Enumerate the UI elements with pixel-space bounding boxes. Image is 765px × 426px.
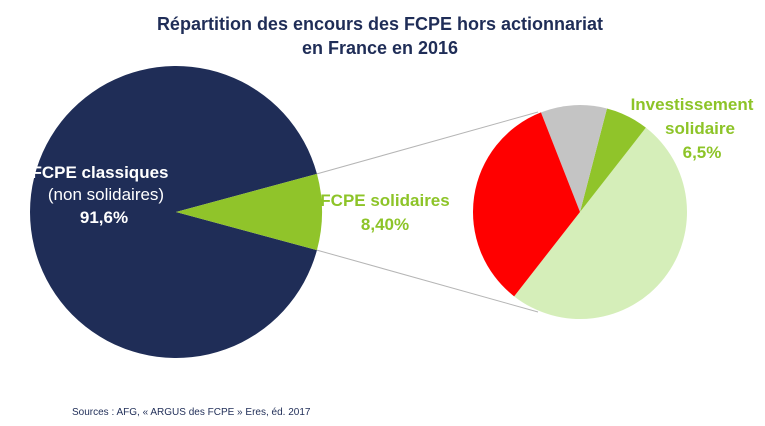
chart-title-line-2: en France en 2016 xyxy=(301,38,459,58)
pie-slice-fcpe-solidaires xyxy=(176,173,323,251)
label-solidaire: solidaire xyxy=(665,119,735,138)
chart-title-line-1: Répartition des encours des FCPE hors ac… xyxy=(156,14,604,34)
connector-line-bottom xyxy=(316,249,539,313)
label-non-solidaires: (non solidaires) xyxy=(48,185,164,204)
breakdown-slice-investissement-solidaire xyxy=(580,108,646,212)
label-investissement: Investissement xyxy=(631,95,754,114)
chart-source: Sources : AFG, « ARGUS des FCPE » Eres, … xyxy=(72,407,311,418)
label-value-classiques: 91,6% xyxy=(80,208,128,227)
connector-line-top xyxy=(316,111,539,175)
pie-slice-fcpe-classiques xyxy=(30,66,317,358)
label-fcpe-solidaires: FCPE solidaires xyxy=(320,191,449,210)
breakdown-slice-gray xyxy=(540,105,607,212)
label-value-investissement: 6,5% xyxy=(683,143,722,162)
breakdown-slice-red xyxy=(472,112,580,297)
label-fcpe-classiques: FCPE classiques xyxy=(31,163,168,182)
breakdown-slice-light-green xyxy=(514,127,688,320)
chart-title: Répartition des encours des FCPE hors ac… xyxy=(120,12,640,60)
label-value-solidaires: 8,40% xyxy=(361,215,409,234)
